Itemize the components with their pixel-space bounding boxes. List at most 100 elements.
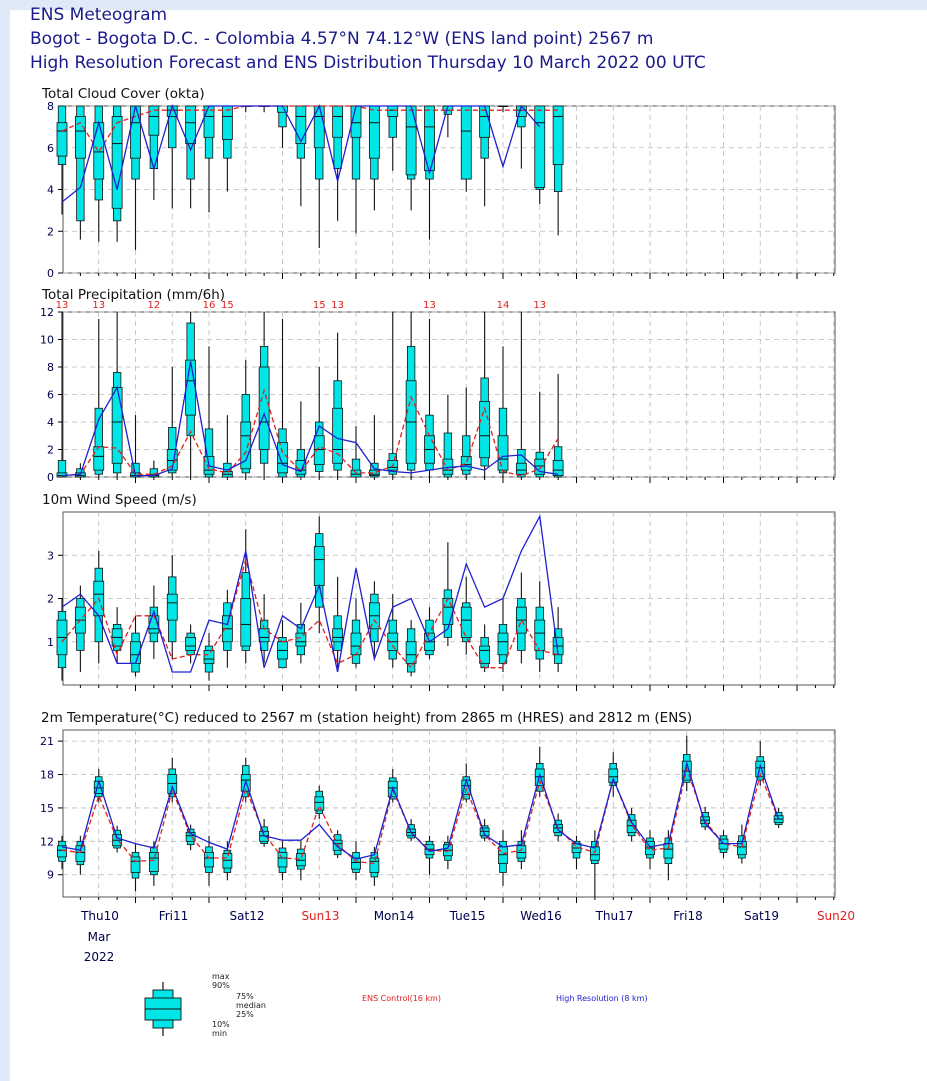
max-value-label: 16: [203, 300, 216, 311]
ens-box: [130, 843, 141, 892]
legend-p75: 75%: [236, 992, 254, 1001]
legend-p25: 25%: [236, 1010, 254, 1019]
ens-box: [75, 835, 86, 875]
box-25-75: [350, 632, 362, 656]
ens-box: [460, 105, 472, 192]
box-25-75: [460, 105, 472, 180]
day-label: Fri18: [673, 909, 703, 923]
ens-box: [350, 598, 362, 668]
box-25-75: [185, 637, 197, 651]
ens-box: [130, 105, 141, 251]
meteogram-title: ENS Meteogram: [30, 5, 168, 25]
box-25-75: [314, 796, 325, 811]
ens-box: [515, 572, 527, 664]
box-25-75: [203, 650, 215, 664]
box-25-75: [498, 846, 508, 865]
box-25-75: [56, 122, 68, 157]
panel-3: [57, 729, 836, 903]
y-tick-label: 2: [47, 225, 54, 238]
max-value-label: 14: [497, 300, 510, 311]
box-10-90: [462, 435, 471, 475]
y-tick-label: 6: [47, 142, 54, 155]
hres-line: [61, 104, 541, 203]
ens-box: [185, 624, 197, 664]
ens-box: [479, 819, 490, 842]
ens-box: [332, 576, 344, 668]
y-tick-label: 15: [40, 802, 54, 815]
ens-box: [387, 105, 399, 171]
day-label: Tue15: [449, 909, 486, 923]
box-25-75: [93, 446, 105, 471]
box-25-75: [479, 827, 490, 837]
ens-box: [534, 105, 546, 205]
ens-box: [498, 830, 508, 886]
box-25-75: [258, 628, 270, 643]
y-tick-label: 8: [47, 100, 54, 113]
ens-box: [74, 105, 86, 240]
day-label: Mon14: [374, 909, 415, 923]
ens-box: [112, 825, 123, 853]
box-25-75: [460, 606, 472, 638]
ens-box: [93, 318, 105, 477]
box-25-75: [295, 632, 307, 647]
box-25-75: [111, 116, 123, 209]
panel-0: [56, 104, 836, 279]
box-25-75: [240, 598, 252, 647]
box-10-90: [76, 105, 85, 222]
ens-box: [204, 835, 214, 886]
box-25-75: [258, 366, 270, 450]
box-25-75: [93, 122, 105, 180]
ens-box: [313, 105, 325, 248]
panel-title: 10m Wind Speed (m/s): [42, 492, 197, 508]
ens-box: [203, 105, 215, 213]
box-10-90: [94, 407, 103, 475]
y-tick-label: 10: [40, 334, 54, 347]
meteogram-frame: [10, 10, 927, 1081]
box-25-75: [75, 845, 86, 862]
box-25-75: [185, 105, 197, 144]
legend-control: ENS Control(16 km): [362, 994, 441, 1003]
ens-box: [645, 830, 655, 870]
box-25-75: [313, 546, 325, 586]
ens-box: [221, 105, 233, 192]
box-25-75: [368, 105, 380, 159]
y-tick-label: 12: [40, 835, 54, 848]
ens-box: [185, 824, 196, 851]
ens-box: [405, 620, 417, 677]
ens-box: [497, 598, 509, 673]
box-25-75: [351, 857, 361, 870]
box-25-75: [295, 105, 307, 144]
ens-box: [258, 312, 270, 477]
month-label: Mar: [88, 930, 111, 944]
y-tick-label: 2: [47, 593, 54, 606]
ens-box: [479, 105, 491, 207]
box-25-75: [111, 387, 123, 464]
y-tick-label: 3: [47, 549, 54, 562]
ens-box: [130, 415, 141, 478]
box-25-75: [332, 628, 344, 643]
box-25-75: [148, 105, 160, 136]
ens-box: [240, 360, 252, 477]
ens-box: [221, 589, 233, 668]
box-25-75: [130, 856, 141, 873]
box-25-75: [332, 105, 344, 138]
ens-box: [534, 391, 546, 478]
day-label: Sat12: [230, 909, 265, 923]
max-value-label: 13: [331, 300, 344, 311]
ens-box: [552, 607, 564, 673]
box-25-75: [479, 645, 491, 664]
box-25-75: [204, 852, 214, 868]
ens-box: [552, 105, 564, 236]
ens-box: [460, 387, 472, 477]
box-25-75: [350, 469, 362, 478]
legend-min: min: [212, 1029, 227, 1038]
box-25-75: [185, 359, 197, 416]
ens-box: [240, 529, 252, 664]
ens-box: [57, 835, 67, 870]
ens-control-line: [61, 105, 559, 154]
box-25-75: [516, 845, 527, 859]
panel-title: Total Precipitation (mm/6h): [41, 287, 225, 303]
legend-p90: 90%: [212, 981, 230, 990]
box-25-75: [552, 460, 564, 477]
box-25-75: [608, 768, 619, 783]
